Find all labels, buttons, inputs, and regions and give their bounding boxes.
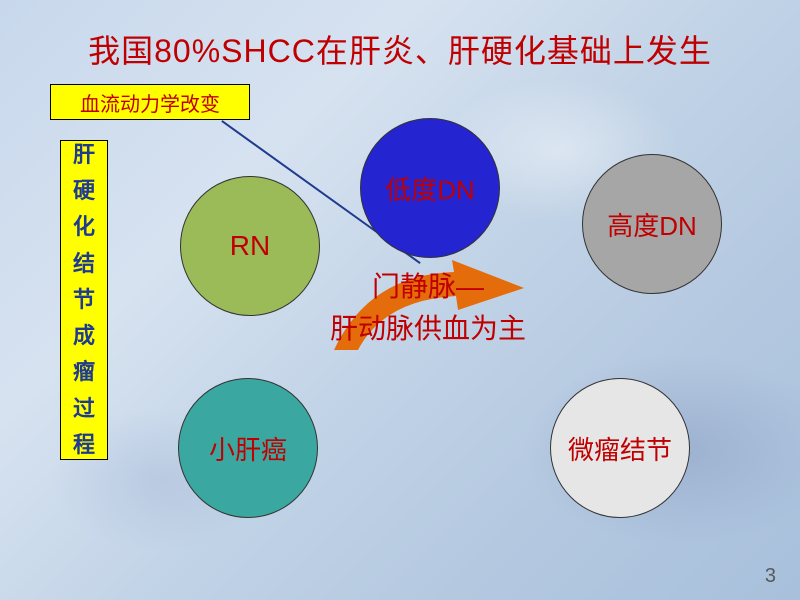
circle-rn: RN bbox=[180, 176, 320, 316]
circle-low-dn: 低度DN bbox=[360, 118, 500, 258]
circle-high-dn: 高度DN bbox=[582, 154, 722, 294]
vertical-box-text: 肝硬化结节成瘤过程 bbox=[73, 137, 95, 464]
center-caption: 门静脉—肝动脉供血为主 bbox=[330, 266, 526, 350]
slide-title: 我国80%SHCC在肝炎、肝硬化基础上发生 bbox=[0, 26, 800, 72]
page-number: 3 bbox=[765, 565, 776, 588]
circle-micronodule: 微瘤结节 bbox=[550, 378, 690, 518]
circle-small-hcc: 小肝癌 bbox=[178, 378, 318, 518]
hemodynamics-box: 血流动力学改变 bbox=[50, 84, 250, 120]
vertical-process-box: 肝硬化结节成瘤过程 bbox=[60, 140, 108, 460]
